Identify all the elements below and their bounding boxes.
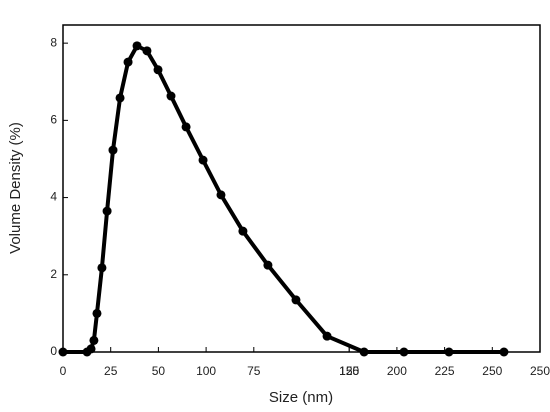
x-tick-label: 50 xyxy=(152,364,166,378)
x-tick-label: 250 xyxy=(482,364,502,378)
x-tick-label: 125 xyxy=(339,364,359,378)
data-point xyxy=(132,41,142,51)
y-tick-label: 6 xyxy=(50,113,57,127)
x-tick-label: 75 xyxy=(247,364,261,378)
data-point xyxy=(359,347,369,357)
data-point xyxy=(123,57,133,67)
x-tick-label: 150 xyxy=(339,364,359,378)
data-point xyxy=(89,335,99,345)
data-point xyxy=(142,46,152,56)
data-line xyxy=(63,43,504,354)
data-point xyxy=(92,308,102,318)
x-tick-label: 225 xyxy=(435,364,455,378)
data-point xyxy=(181,122,191,132)
data-point xyxy=(115,93,125,103)
data-point xyxy=(499,347,509,357)
y-tick-label: 4 xyxy=(50,190,57,204)
x-tick-label: 0 xyxy=(60,364,67,378)
data-point xyxy=(86,344,96,354)
y-tick-label: 0 xyxy=(50,344,57,358)
y-tick-label: 2 xyxy=(50,267,57,281)
data-point xyxy=(322,331,332,341)
data-point xyxy=(58,347,68,357)
x-tick-label: 250 xyxy=(530,364,550,378)
data-point xyxy=(166,91,176,101)
data-point xyxy=(153,65,163,75)
data-point xyxy=(291,295,301,305)
data-point xyxy=(399,347,409,357)
x-tick-label: 200 xyxy=(387,364,407,378)
x-tick-label: 100 xyxy=(196,364,216,378)
y-axis-title: Volume Density (%) xyxy=(7,122,24,254)
data-point xyxy=(216,190,226,200)
data-point xyxy=(238,226,248,236)
plot-frame xyxy=(62,24,541,353)
data-point xyxy=(102,206,112,216)
data-point xyxy=(198,155,208,165)
data-point xyxy=(263,260,273,270)
data-point xyxy=(444,347,454,357)
x-tick-label: 25 xyxy=(104,364,118,378)
y-tick-label: 8 xyxy=(50,35,57,49)
data-point xyxy=(108,145,118,155)
data-point xyxy=(97,263,107,273)
x-axis-title: Size (nm) xyxy=(269,389,333,406)
